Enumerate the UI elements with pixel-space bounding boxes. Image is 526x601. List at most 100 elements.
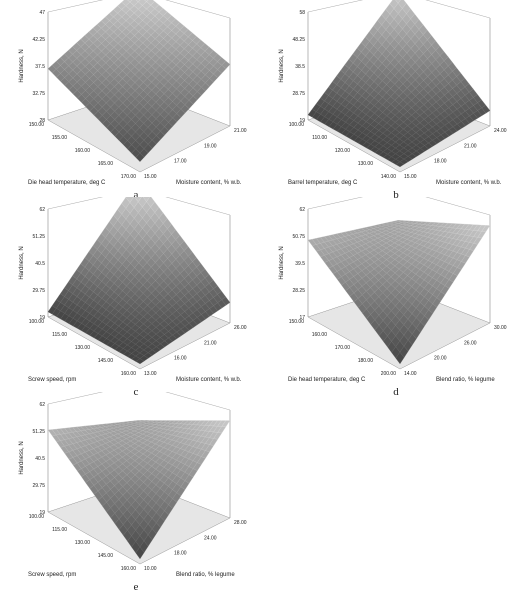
z-tick-label: 51.25 [32, 234, 45, 240]
y-tick-label: 15.00 [144, 174, 157, 180]
axis-edge [47, 0, 104, 13]
surface-plot: 47 42.25 37.5 32.75 28 Hardness, N 150.00 155.0… [19, 0, 247, 200]
z-tick-label: 28 [39, 118, 45, 124]
x-tick-label: 160.00 [312, 332, 328, 338]
y-tick-label: 18.00 [434, 159, 447, 165]
z-tick-label: 62 [39, 207, 45, 213]
x-tick-label: 160.00 [121, 566, 137, 572]
y-tick-label: 10.00 [144, 566, 157, 572]
surface-patch [395, 161, 405, 168]
y-tick-label: 28.00 [234, 520, 247, 526]
x-tick-label: 140.00 [381, 174, 397, 180]
z-tick-label: 40.5 [35, 261, 45, 267]
y-tick-label: 19.00 [204, 143, 217, 149]
x-tick-label: 100.00 [29, 319, 45, 325]
x-tick-label: 120.00 [335, 148, 351, 154]
x-tick-label: 145.00 [98, 358, 114, 364]
z-axis-label: Hardness, N [19, 246, 25, 279]
x-tick-label: 160.00 [121, 371, 137, 377]
x-tick-label: 170.00 [335, 345, 351, 351]
axis-edge [47, 197, 104, 210]
caption: d [393, 386, 399, 397]
y-tick-label: 24.00 [494, 128, 507, 134]
y-axis-label: Blend ratio, % legume [436, 377, 495, 383]
z-tick-label: 28.75 [292, 91, 305, 97]
axis-edge [165, 392, 231, 411]
x-tick-label: 155.00 [52, 135, 68, 141]
x-tick-label: 160.00 [75, 148, 91, 154]
axis-edge [47, 392, 104, 405]
z-tick-label: 48.25 [292, 37, 305, 43]
axis-edge [165, 0, 231, 19]
z-tick-label: 62 [39, 402, 45, 408]
y-tick-label: 20.00 [434, 356, 447, 362]
z-tick-label: 58 [299, 10, 305, 16]
z-tick-label: 47 [39, 10, 45, 16]
y-tick-label: 13.00 [144, 371, 157, 377]
caption: b [393, 189, 399, 200]
x-tick-label: 100.00 [289, 122, 305, 128]
y-tick-label: 21.00 [234, 128, 247, 134]
caption: e [134, 581, 139, 592]
y-tick-label: 16.00 [174, 356, 187, 362]
caption: a [134, 189, 139, 200]
z-tick-label: 39.5 [295, 261, 305, 267]
x-tick-label: 200.00 [381, 371, 397, 377]
x-tick-label: 165.00 [98, 161, 114, 167]
z-tick-label: 50.75 [292, 234, 305, 240]
z-tick-label: 51.25 [32, 429, 45, 435]
z-tick-label: 29.75 [32, 483, 45, 489]
z-axis-label: Hardness, N [279, 246, 285, 279]
y-tick-label: 17.00 [174, 159, 187, 165]
x-axis-label: Screw speed, rpm [28, 377, 76, 383]
x-axis-label: Die head temperature, deg C [28, 180, 106, 186]
x-tick-label: 130.00 [358, 161, 374, 167]
x-axis-label: Barrel temperature, deg C [288, 180, 358, 186]
z-tick-label: 19 [39, 510, 45, 516]
x-tick-label: 115.00 [52, 332, 67, 338]
surface-plot: 62 50.75 39.5 28.25 17 Hardness, N 150.00 160.0… [279, 197, 507, 397]
z-tick-label: 29.75 [32, 288, 45, 294]
axis-edge [307, 197, 364, 210]
y-tick-label: 21.00 [204, 340, 217, 346]
z-tick-label: 40.5 [35, 456, 45, 462]
z-axis-label: Hardness, N [19, 49, 25, 82]
surface-patch [135, 546, 145, 560]
z-tick-label: 32.75 [32, 91, 45, 97]
y-tick-label: 15.00 [404, 174, 417, 180]
surface-plot: 58 48.25 38.5 28.75 19 Hardness, N 100.00 110.0… [279, 0, 507, 200]
z-axis-label: Hardness, N [279, 49, 285, 82]
surface-plot: 62 51.25 40.5 29.75 19 Hardness, N 100.00 115.0… [19, 197, 247, 397]
y-axis-label: Blend ratio, % legume [176, 572, 235, 578]
z-tick-label: 17 [299, 315, 305, 321]
surface-patch [135, 152, 145, 162]
z-tick-label: 37.5 [35, 64, 45, 70]
y-tick-label: 14.00 [404, 371, 417, 377]
z-tick-label: 38.5 [295, 64, 305, 70]
y-tick-label: 26.00 [234, 325, 247, 331]
y-tick-label: 30.00 [494, 325, 507, 331]
axis-edge [307, 0, 364, 13]
y-tick-label: 24.00 [204, 535, 217, 541]
x-tick-label: 100.00 [29, 514, 45, 520]
y-axis-label: Moisture content, % w.b. [176, 180, 242, 186]
y-tick-label: 21.00 [464, 143, 477, 149]
x-axis-label: Screw speed, rpm [28, 572, 76, 578]
z-tick-label: 28.25 [292, 288, 305, 294]
axis-edge [425, 197, 491, 216]
x-tick-label: 150.00 [29, 122, 45, 128]
x-tick-label: 130.00 [75, 345, 91, 351]
surface-patch [395, 351, 405, 365]
x-tick-label: 110.00 [312, 135, 327, 141]
z-axis-label: Hardness, N [19, 441, 25, 474]
x-axis-label: Die head temperature, deg C [288, 377, 366, 383]
x-tick-label: 180.00 [358, 358, 374, 364]
x-tick-label: 115.00 [52, 527, 67, 533]
caption: c [134, 386, 139, 397]
x-tick-label: 170.00 [121, 174, 137, 180]
axis-edge [425, 0, 491, 19]
x-tick-label: 150.00 [289, 319, 305, 325]
y-axis-label: Moisture content, % w.b. [176, 377, 242, 383]
x-tick-label: 130.00 [75, 540, 91, 546]
